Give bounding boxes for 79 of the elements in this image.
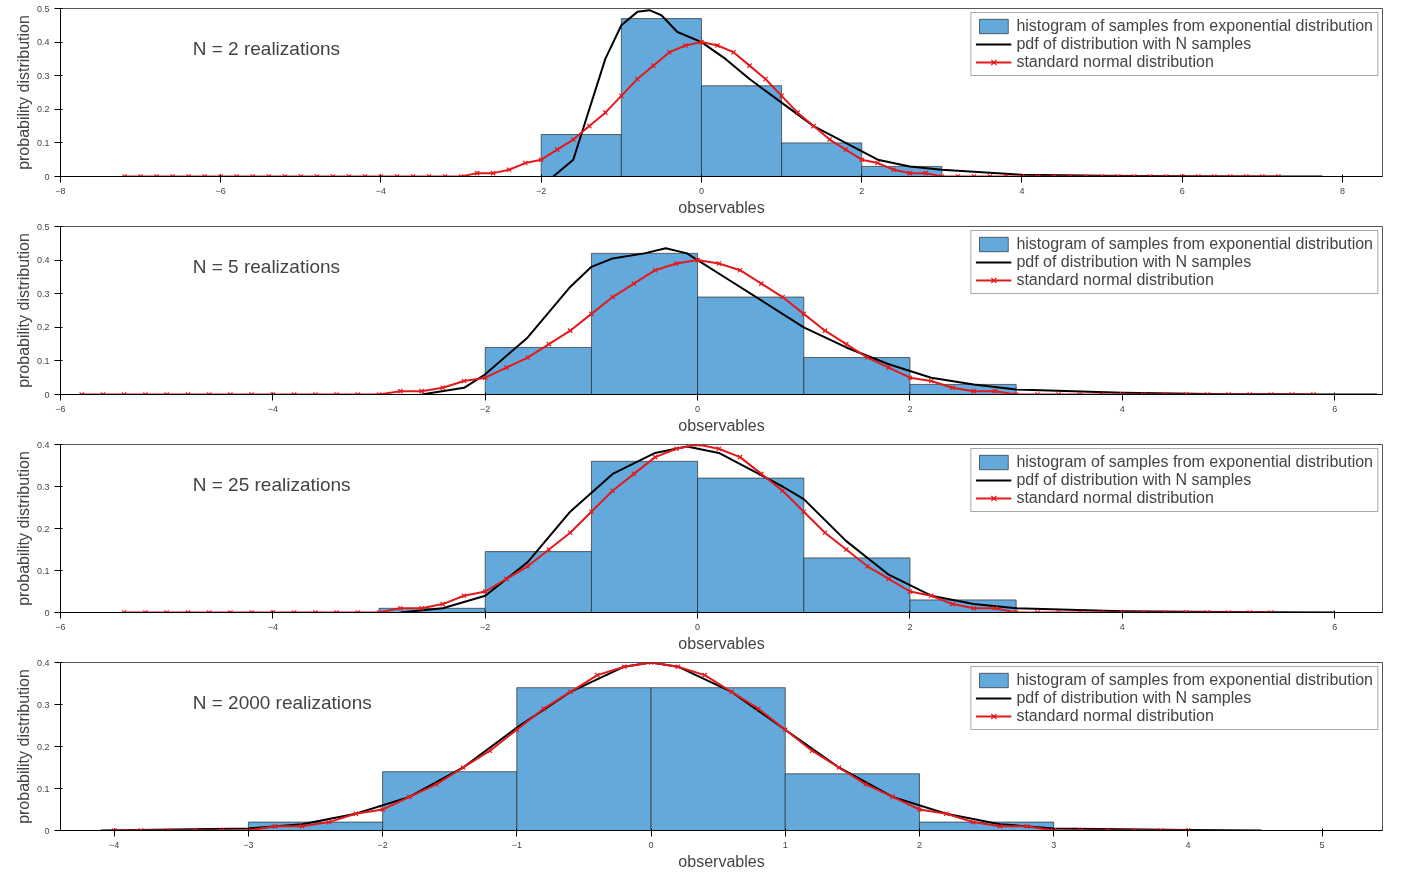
legend-label: pdf of distribution with N samples <box>1016 253 1252 271</box>
x-tick-label: 0 <box>698 185 704 196</box>
x-tick-label: −2 <box>480 403 491 414</box>
x-tick-label: 3 <box>1051 839 1057 850</box>
y-tick-label: 0.3 <box>36 481 50 492</box>
y-tick-label: 0.1 <box>36 783 50 794</box>
x-tick-label: −2 <box>377 839 388 850</box>
y-tick-label: 0 <box>44 607 50 618</box>
x-tick-label: −6 <box>55 403 66 414</box>
y-tick-label: 0.3 <box>36 70 50 81</box>
legend-label: histogram of samples from exponential distribution <box>1016 453 1373 471</box>
y-tick-label: 0 <box>44 825 50 836</box>
x-tick-label: 0 <box>695 403 701 414</box>
x-tick-label: −3 <box>243 839 254 850</box>
y-tick-label: 0.3 <box>36 288 50 299</box>
y-tick-label: 0.1 <box>36 137 50 148</box>
y-tick-label: 0.3 <box>36 699 50 710</box>
legend-label: standard normal distribution <box>1016 707 1214 725</box>
x-axis-title: observables <box>678 634 765 652</box>
x-tick-label: 2 <box>916 839 922 850</box>
x-tick-label: 2 <box>907 403 913 414</box>
y-tick-label: 0.1 <box>36 565 50 576</box>
x-tick-label: 2 <box>907 621 913 632</box>
y-tick-label: 0 <box>44 389 50 400</box>
x-tick-label: −8 <box>55 185 66 196</box>
y-axis-title: probability distribution <box>14 669 32 824</box>
x-tick-label: −2 <box>480 621 491 632</box>
x-tick-label: −4 <box>267 403 278 414</box>
x-tick-label: −4 <box>267 621 278 632</box>
y-tick-label: 0.2 <box>36 741 50 752</box>
y-tick-label: 0.1 <box>36 355 50 366</box>
y-tick-label: 0.5 <box>36 3 50 14</box>
y-tick-label: 0.4 <box>36 37 50 48</box>
y-axis-title: probability distribution <box>14 15 32 170</box>
y-axis-title: probability distribution <box>14 451 32 606</box>
x-tick-label: −4 <box>109 839 120 850</box>
x-tick-label: 4 <box>1119 403 1125 414</box>
y-tick-label: 0.5 <box>36 221 50 232</box>
x-tick-label: 0 <box>648 839 654 850</box>
x-tick-label: 6 <box>1179 185 1185 196</box>
annotation: N = 5 realizations <box>192 255 341 277</box>
legend-label: standard normal distribution <box>1016 489 1214 507</box>
legend-label: standard normal distribution <box>1016 53 1214 71</box>
x-axis-title: observables <box>678 416 765 434</box>
y-tick-label: 0.2 <box>36 104 50 115</box>
legend-label: standard normal distribution <box>1016 271 1214 289</box>
x-axis-title: observables <box>678 852 765 870</box>
x-axis-title: observables <box>678 198 765 216</box>
x-tick-label: 6 <box>1332 403 1338 414</box>
x-tick-label: 4 <box>1019 185 1025 196</box>
annotation: N = 25 realizations <box>192 473 351 495</box>
x-tick-label: 5 <box>1319 839 1325 850</box>
annotation: N = 2 realizations <box>192 37 341 59</box>
y-tick-label: 0.4 <box>36 657 50 668</box>
y-tick-label: 0.2 <box>36 523 50 534</box>
legend-label: pdf of distribution with N samples <box>1016 35 1252 53</box>
y-axis-title: probability distribution <box>14 233 32 388</box>
x-tick-label: 2 <box>859 185 865 196</box>
x-tick-label: −6 <box>215 185 226 196</box>
x-tick-label: 6 <box>1332 621 1338 632</box>
y-tick-label: 0.4 <box>36 439 50 450</box>
legend-label: pdf of distribution with N samples <box>1016 689 1252 707</box>
x-tick-label: −6 <box>55 621 66 632</box>
annotation: N = 2000 realizations <box>192 691 372 713</box>
legend-label: pdf of distribution with N samples <box>1016 471 1252 489</box>
y-tick-label: 0.4 <box>36 255 50 266</box>
legend-label: histogram of samples from exponential distribution <box>1016 17 1373 35</box>
legend-label: histogram of samples from exponential distribution <box>1016 671 1373 689</box>
x-tick-label: 0 <box>695 621 701 632</box>
x-tick-label: 8 <box>1339 185 1345 196</box>
x-tick-label: 4 <box>1185 839 1191 850</box>
y-tick-label: 0.2 <box>36 322 50 333</box>
x-tick-label: 4 <box>1119 621 1125 632</box>
x-tick-label: −2 <box>536 185 547 196</box>
y-tick-label: 0 <box>44 171 50 182</box>
legend-label: histogram of samples from exponential distribution <box>1016 235 1373 253</box>
x-tick-label: −1 <box>511 839 522 850</box>
x-tick-label: −4 <box>375 185 387 196</box>
x-tick-label: 1 <box>782 839 788 850</box>
